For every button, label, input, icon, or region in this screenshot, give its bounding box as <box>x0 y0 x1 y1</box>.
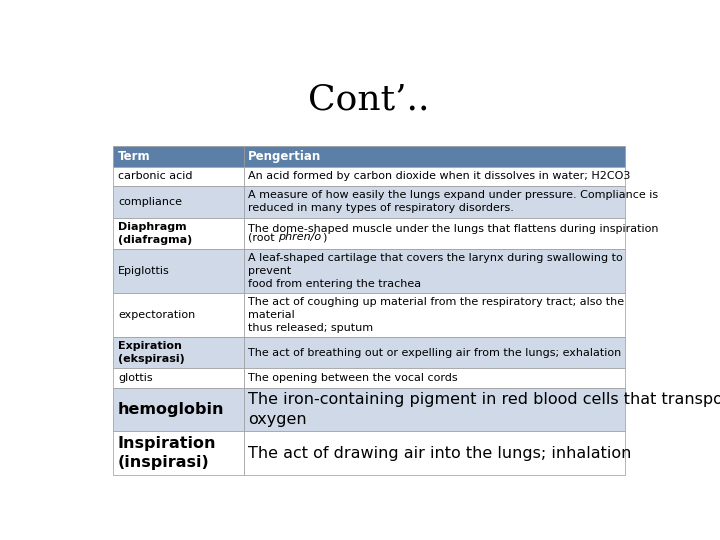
Text: The dome-shaped muscle under the lungs that flattens during inspiration: The dome-shaped muscle under the lungs t… <box>248 224 659 234</box>
Bar <box>243 249 625 293</box>
Text: A measure of how easily the lungs expand under pressure. Compliance is
reduced i: A measure of how easily the lungs expand… <box>248 190 659 213</box>
Text: Expiration
(ekspirasi): Expiration (ekspirasi) <box>118 341 184 364</box>
Bar <box>243 388 625 431</box>
Text: hemoglobin: hemoglobin <box>118 402 225 417</box>
Bar <box>243 431 625 475</box>
Text: Epiglottis: Epiglottis <box>118 266 170 276</box>
Text: ): ) <box>322 232 326 242</box>
Bar <box>243 293 625 337</box>
Bar <box>243 186 625 218</box>
Text: The act of drawing air into the lungs; inhalation: The act of drawing air into the lungs; i… <box>248 446 631 461</box>
Bar <box>113 146 243 167</box>
Text: The opening between the vocal cords: The opening between the vocal cords <box>248 373 458 383</box>
Text: The act of breathing out or expelling air from the lungs; exhalation: The act of breathing out or expelling ai… <box>248 348 621 357</box>
Bar <box>113 337 243 368</box>
Text: Cont’..: Cont’.. <box>308 83 430 117</box>
Text: Diaphragm
(diafragma): Diaphragm (diafragma) <box>118 222 192 245</box>
Text: A leaf-shaped cartilage that covers the larynx during swallowing to
prevent
food: A leaf-shaped cartilage that covers the … <box>248 253 623 289</box>
Text: glottis: glottis <box>118 373 153 383</box>
Bar <box>113 218 243 249</box>
Text: expectoration: expectoration <box>118 310 195 320</box>
Text: An acid formed by carbon dioxide when it dissolves in water; H2CO3: An acid formed by carbon dioxide when it… <box>248 171 631 181</box>
Text: The iron-containing pigment in red blood cells that transports
oxygen: The iron-containing pigment in red blood… <box>248 393 720 427</box>
Text: (root: (root <box>248 232 279 242</box>
Bar <box>243 218 625 249</box>
Text: Inspiration
(inspirasi): Inspiration (inspirasi) <box>118 436 217 470</box>
Bar <box>113 293 243 337</box>
Bar <box>113 186 243 218</box>
Bar <box>113 388 243 431</box>
Bar <box>243 167 625 186</box>
Text: carbonic acid: carbonic acid <box>118 171 192 181</box>
Text: Pengertian: Pengertian <box>248 150 322 163</box>
Bar <box>243 146 625 167</box>
Bar <box>113 167 243 186</box>
Text: Term: Term <box>118 150 150 163</box>
Bar <box>113 249 243 293</box>
Bar <box>113 368 243 388</box>
Text: compliance: compliance <box>118 197 182 207</box>
Bar <box>243 337 625 368</box>
Bar <box>243 368 625 388</box>
Text: phren/o: phren/o <box>279 232 322 242</box>
Text: The act of coughing up material from the respiratory tract; also the
material
th: The act of coughing up material from the… <box>248 297 624 333</box>
Bar <box>113 431 243 475</box>
